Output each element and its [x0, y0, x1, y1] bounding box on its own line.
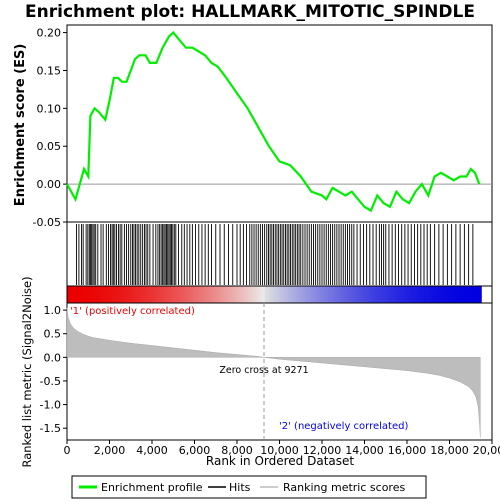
ranking-y-tick-label: -0.5: [40, 375, 61, 388]
x-tick-label: 0: [64, 444, 71, 457]
hits-markers: [77, 224, 473, 285]
negative-correlation-label: '2' (negatively correlated): [279, 421, 408, 432]
x-tick-label: 2,000: [94, 444, 126, 457]
es-y-tick-label: -0.05: [33, 216, 61, 229]
correlation-color-bar: [67, 286, 482, 303]
legend-hits-label: Hits: [229, 481, 251, 494]
ranking-y-tick-label: 0.0: [44, 351, 62, 364]
chart-title: Enrichment plot: HALLMARK_MITOTIC_SPINDL…: [25, 2, 475, 22]
legend-ranking-label: Ranking metric scores: [283, 481, 405, 494]
es-y-axis-label: Enrichment score (ES): [13, 44, 28, 207]
x-tick-label: 16,000: [388, 444, 427, 457]
ranking-y-tick-label: 0.5: [44, 328, 62, 341]
es-y-tick-label: 0.10: [37, 102, 62, 115]
x-tick-label: 20,000: [473, 444, 500, 457]
es-y-tick-label: 0.05: [37, 140, 62, 153]
x-tick-label: 4,000: [136, 444, 168, 457]
es-y-tick-label: 0.00: [37, 178, 62, 191]
ranking-y-axis: 1.0 0.5 0.0 -0.5 -1.0 -1.5: [40, 304, 67, 435]
es-y-tick-label: 0.15: [37, 64, 62, 77]
x-axis-label: Rank in Ordered Dataset: [206, 454, 354, 468]
ranking-y-tick-label: -1.5: [40, 422, 61, 435]
es-y-tick-label: 0.20: [37, 27, 62, 40]
x-tick-label: 18,000: [430, 444, 469, 457]
ranking-y-tick-label: -1.0: [40, 399, 61, 412]
ranking-y-axis-label: Ranked list metric (Signal2Noise): [20, 276, 34, 467]
ranking-y-tick-label: 1.0: [44, 304, 62, 317]
color-bar-segment: [479, 286, 482, 303]
es-y-axis: 0.20 0.15 0.10 0.05 0.00 -0.05: [33, 27, 67, 229]
legend-enrichment-label: Enrichment profile: [101, 481, 203, 494]
positive-correlation-label: '1' (positively correlated): [70, 306, 195, 317]
zero-cross-label: Zero cross at 9271: [219, 365, 308, 376]
